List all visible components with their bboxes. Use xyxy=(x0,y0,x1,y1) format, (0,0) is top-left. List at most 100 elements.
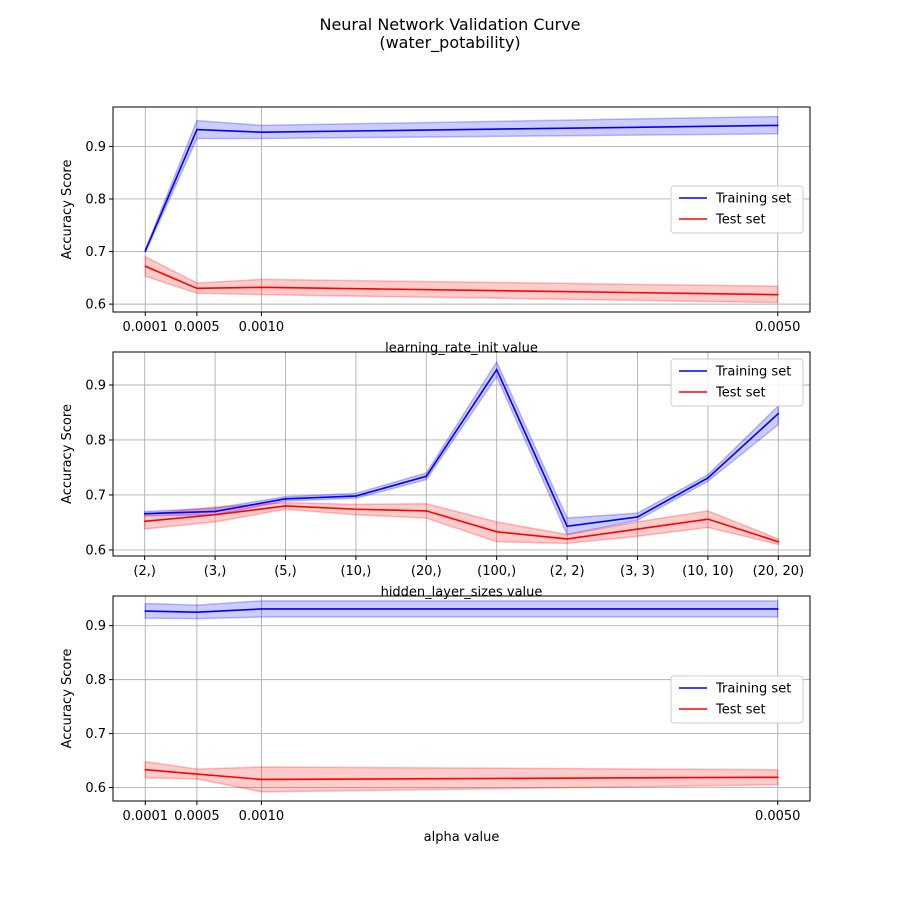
train-set-point xyxy=(284,498,287,500)
figure-title-line2: (water_potability) xyxy=(379,33,520,53)
test-set-point xyxy=(707,518,709,520)
test-set-point xyxy=(260,286,263,289)
train-set-line xyxy=(144,367,779,528)
train-set-point xyxy=(776,124,779,127)
test-set-point xyxy=(144,768,147,771)
legend: Training set Test set xyxy=(670,358,804,407)
test-set-point xyxy=(355,508,357,511)
train-set-point xyxy=(495,368,498,371)
test-set-point xyxy=(284,505,287,507)
axes-frame xyxy=(112,106,811,313)
x-axis-label: alpha value xyxy=(424,830,500,845)
train-set-point xyxy=(214,510,216,513)
train-set-point xyxy=(707,477,709,479)
x-tick-label: (10,) xyxy=(340,564,371,579)
x-tick-label: 0.0010 xyxy=(239,320,285,335)
train-set-line xyxy=(145,608,778,613)
x-tick-label: 0.0001 xyxy=(123,809,169,824)
test-set-point xyxy=(144,265,147,268)
train-set-point xyxy=(777,412,780,415)
legend-label-train: Training set xyxy=(715,365,791,380)
y-axis-label: Accuracy Score xyxy=(60,649,75,749)
y-tick-label: 0.6 xyxy=(85,298,106,313)
train-set-point xyxy=(636,516,639,518)
y-tick-label: 0.8 xyxy=(85,433,106,448)
plot-area xyxy=(144,115,779,304)
y-tick-label: 0.8 xyxy=(85,192,106,207)
test-set-line xyxy=(144,265,778,296)
test-set-point xyxy=(566,538,568,540)
test-set-line xyxy=(144,505,779,543)
figure-title-line1: Neural Network Validation Curve xyxy=(319,15,580,34)
test-set-point xyxy=(196,287,198,290)
legend-label-train: Training set xyxy=(715,192,791,207)
test-set-std-band xyxy=(144,760,779,793)
x-axis-label: learning_rate_init value xyxy=(385,341,538,356)
x-tick-label: 0.0050 xyxy=(755,320,801,335)
axes-frame xyxy=(112,351,811,557)
x-tick-label: 0.0005 xyxy=(174,320,220,335)
train-set-std-band xyxy=(144,600,779,620)
train-set-point xyxy=(196,128,198,131)
subplot-1: 0.0001 0.0005 0.0010 0.0050 0.6 0.7 0.8 0.9 lear… xyxy=(60,106,811,356)
y-tick-label: 0.7 xyxy=(85,488,106,503)
x-tick-label: (3, 3) xyxy=(620,564,655,579)
y-tick-label: 0.7 xyxy=(85,245,106,260)
y-tick-label: 0.9 xyxy=(85,378,106,393)
x-tick-label: 0.0005 xyxy=(174,809,220,824)
test-set-point xyxy=(425,510,428,512)
legend: Training set Test set xyxy=(670,675,804,724)
train-set-point xyxy=(566,525,568,528)
x-tick-label: (3,) xyxy=(204,564,227,579)
y-tick-label: 0.9 xyxy=(85,140,106,155)
x-tick-label: 0.0050 xyxy=(755,809,801,824)
x-tick-label: (100,) xyxy=(477,564,516,579)
test-set-std-band xyxy=(143,501,780,546)
x-tick-label: (20,) xyxy=(411,564,442,579)
subplot-3: 0.0001 0.0005 0.0010 0.0050 0.6 0.7 0.8 0.9 alph… xyxy=(60,595,811,845)
x-tick-label: (5,) xyxy=(274,564,297,579)
train-set-point xyxy=(144,610,147,612)
y-tick-label: 0.6 xyxy=(85,543,106,558)
x-tick-label: 0.0001 xyxy=(123,320,169,335)
x-tick-label: 0.0010 xyxy=(239,809,285,824)
test-set-point xyxy=(495,531,498,533)
subplots: 0.0001 0.0005 0.0010 0.0050 0.6 0.7 0.8 0.9 lear… xyxy=(60,106,811,845)
y-axis-label: Accuracy Score xyxy=(60,404,75,504)
test-set-point xyxy=(260,778,263,781)
train-set-point xyxy=(355,495,357,497)
axes-frame xyxy=(112,595,811,802)
train-set-point xyxy=(144,250,147,252)
x-tick-label: (2, 2) xyxy=(550,564,585,579)
test-set-std-band xyxy=(144,255,779,304)
legend-label-test: Test set xyxy=(715,386,766,401)
y-tick-label: 0.8 xyxy=(85,673,106,688)
test-set-point xyxy=(776,293,779,296)
test-set-point xyxy=(776,776,779,779)
subplot-2: (2,) (3,) (5,) (10,) (20,) (100,) (2, 2) (3, 3)… xyxy=(60,351,811,600)
x-tick-label: (10, 10) xyxy=(682,564,734,579)
train-set-line xyxy=(144,124,778,252)
x-tick-label: (2,) xyxy=(133,564,156,579)
plot-area xyxy=(143,360,780,546)
train-set-point xyxy=(425,475,428,478)
train-set-point xyxy=(776,608,779,610)
train-set-point xyxy=(143,512,146,515)
test-set-line xyxy=(145,768,778,781)
test-set-point xyxy=(636,528,639,530)
y-tick-label: 0.6 xyxy=(85,781,106,796)
plot-area xyxy=(144,600,779,793)
legend-label-test: Test set xyxy=(715,703,766,718)
y-tick-label: 0.9 xyxy=(85,619,106,634)
train-set-std-band xyxy=(143,360,780,536)
test-set-point xyxy=(196,773,198,775)
train-set-point xyxy=(260,131,263,134)
legend: Training set Test set xyxy=(670,185,804,234)
y-tick-label: 0.7 xyxy=(85,727,106,742)
test-set-point xyxy=(214,513,216,516)
y-axis-label: Accuracy Score xyxy=(60,160,75,260)
x-axis-label: hidden_layer_sizes value xyxy=(381,585,543,600)
legend-label-train: Training set xyxy=(715,682,791,697)
